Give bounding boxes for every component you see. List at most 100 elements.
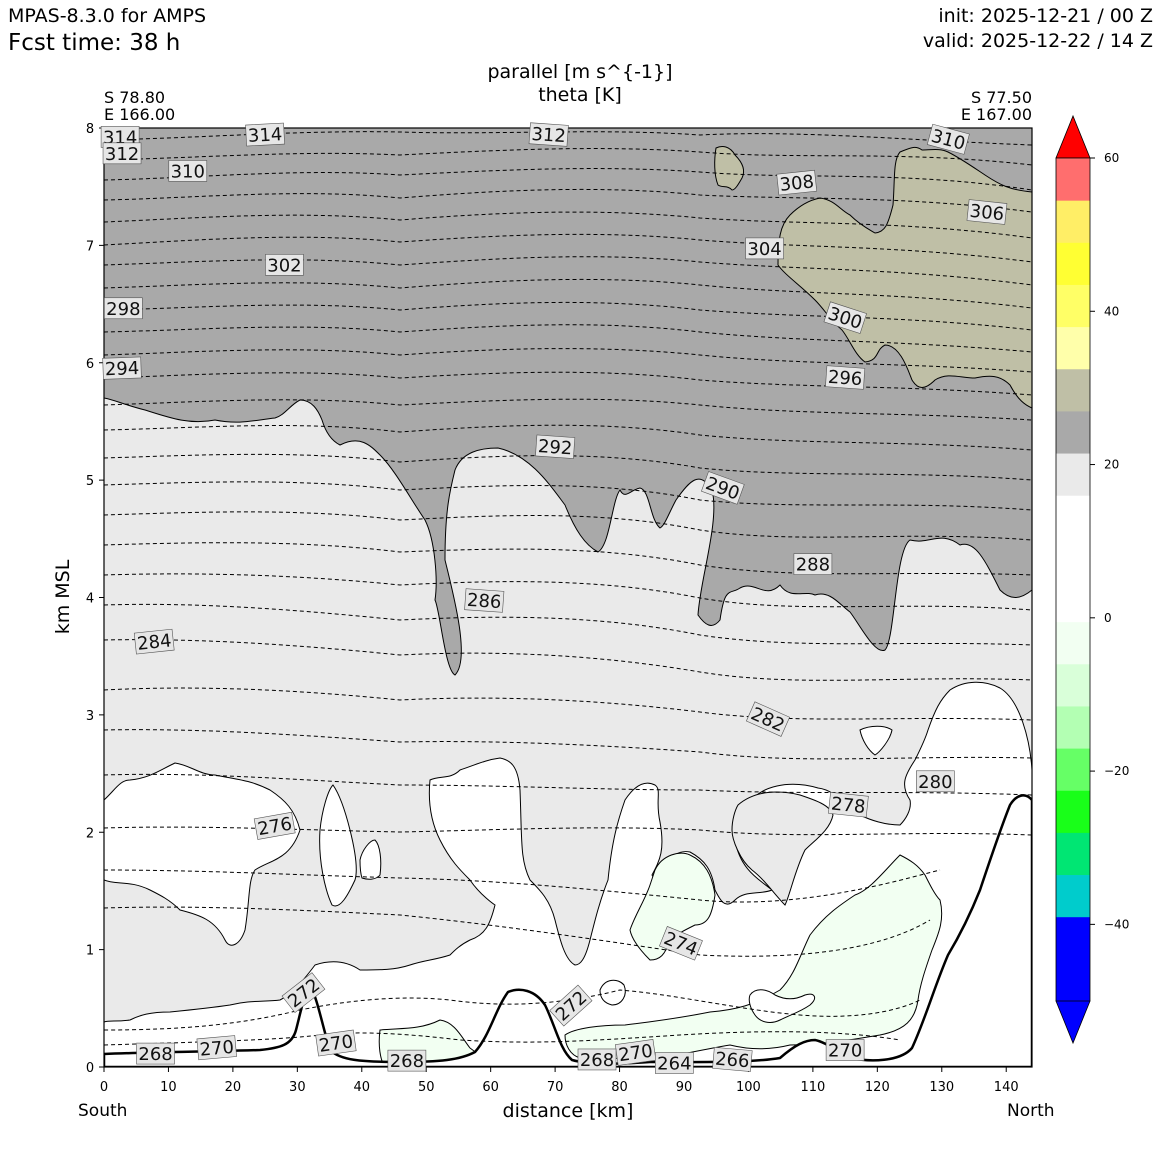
theta-label: 278 [828,791,869,818]
colorbar-segment [1056,200,1090,243]
theta-label-box [265,254,304,276]
theta-isoline [104,324,1032,353]
colorbar: −40 −20 0 20 40 60 [1055,114,1129,1045]
theta-label: 306 [966,199,1008,225]
theta-label: 284 [133,628,175,655]
theta-label: 294 [102,356,142,380]
colorbar-segment [1056,832,1090,876]
theta-label-text: 302 [267,255,301,276]
colorbar-segment [1056,242,1090,285]
x-tick-label: 70 [547,1080,564,1095]
theta-label: 292 [535,434,576,459]
theta-isoline [104,278,1032,309]
colorbar-segment [1056,790,1090,833]
theta-isoline [104,542,1032,576]
theta-label-text: 278 [830,794,866,818]
theta-label-text: 312 [105,144,139,165]
theta-label-text: 310 [171,161,205,182]
left-endpoint-coords: S 78.80 E 166.00 [104,89,175,123]
theta-label-box [315,1029,357,1057]
theta-label: 310 [168,160,208,182]
shading-white-pocket [359,839,382,880]
theta-label-box [102,356,142,380]
theta-isoline [104,168,1032,191]
axes: 0 10 20 30 40 50 60 70 80 90 100 110 120 130 140 0 1 2 3 4 5… [86,122,1019,1095]
theta-label-box [535,434,576,459]
x-tick-label: 60 [482,1080,499,1095]
theta-label-text: 266 [714,1048,750,1072]
colorbar-extend-max [1055,114,1091,159]
x-tick-label: 30 [289,1080,306,1095]
right-endpoint-lat: S 77.50 [970,88,1032,107]
theta-label-box [776,169,818,196]
theta-isoline [104,687,1032,721]
theta-label-box [659,926,703,961]
theta-label-box [245,122,285,147]
colorbar-frame [1055,157,1091,1002]
theta-label-box [712,1047,753,1072]
theta-label: 270 [825,1039,865,1062]
y-tick-label: 6 [86,357,94,372]
theta-label-box [655,1052,694,1074]
theta-isoline [104,989,921,1031]
colorbar-segment [1056,748,1090,791]
theta-label-box [823,301,867,334]
theta-isoline [104,869,941,903]
theta-isoline [104,348,1032,373]
theta-isoline [104,1031,901,1046]
left-endpoint-lon: E 166.00 [104,105,176,124]
theta-isoline [104,639,1032,681]
theta-label-box [528,122,569,147]
theta-label-box [825,1039,865,1061]
theta-label-text: 292 [537,436,573,459]
colorbar-tick-label: −20 [1104,764,1129,778]
colorbar-segment [1056,537,1090,580]
theta-label-text: 298 [106,299,140,320]
theta-label: 268 [577,1048,617,1071]
x-tick-label: 90 [676,1080,693,1095]
theta-label-box [196,1035,237,1061]
x-tick-label: 0 [100,1080,108,1095]
theta-label-box [825,365,866,390]
theta-label-text: 268 [580,1050,614,1071]
theta-label-text: 270 [199,1037,235,1061]
theta-label-text: 306 [969,201,1005,225]
theta-label-text: 268 [390,1051,424,1072]
theta-isoline [104,398,1032,421]
theta-label-box [793,553,833,575]
colorbar-segment [1056,916,1090,960]
shading-white-pocket [748,989,816,1023]
colorbar-segment [1056,663,1090,707]
theta-label-text: 288 [796,555,830,576]
theta-isoline [104,906,931,957]
x-tick-label: 40 [354,1080,371,1095]
theta-label-text: 270 [828,1041,862,1062]
theta-isoline [104,424,1032,451]
theta-label: 314 [245,122,285,147]
colorbar-segment [1056,958,1090,1002]
shading-light-gray-island [731,791,834,906]
x-tick-label: 80 [611,1080,628,1095]
theta-isoline [104,826,1032,836]
theta-label: 298 [104,297,143,320]
chart-subtitle: theta [K] [538,84,622,106]
direction-north-label: North [1007,1101,1055,1121]
y-tick-label: 5 [86,474,94,489]
colorbar-segment [1056,874,1090,918]
colorbar-tick-label: −40 [1104,917,1129,931]
theta-label-box [966,199,1008,225]
y-tick-label: 3 [86,709,94,724]
theta-label-box [253,811,296,840]
theta-label: 266 [712,1047,753,1072]
colorbar-tick-label: 60 [1104,151,1119,165]
theta-isoline [104,148,1032,166]
theta-label: 264 [655,1052,694,1074]
shading-white-pocket [859,725,893,756]
theta-label-text: 314 [247,124,282,147]
x-tick-label: 10 [160,1080,177,1095]
theta-label-box [916,770,955,793]
theta-isoline [104,256,1032,286]
theta-label-text: 280 [918,772,952,793]
theta-label: 312 [102,142,142,165]
